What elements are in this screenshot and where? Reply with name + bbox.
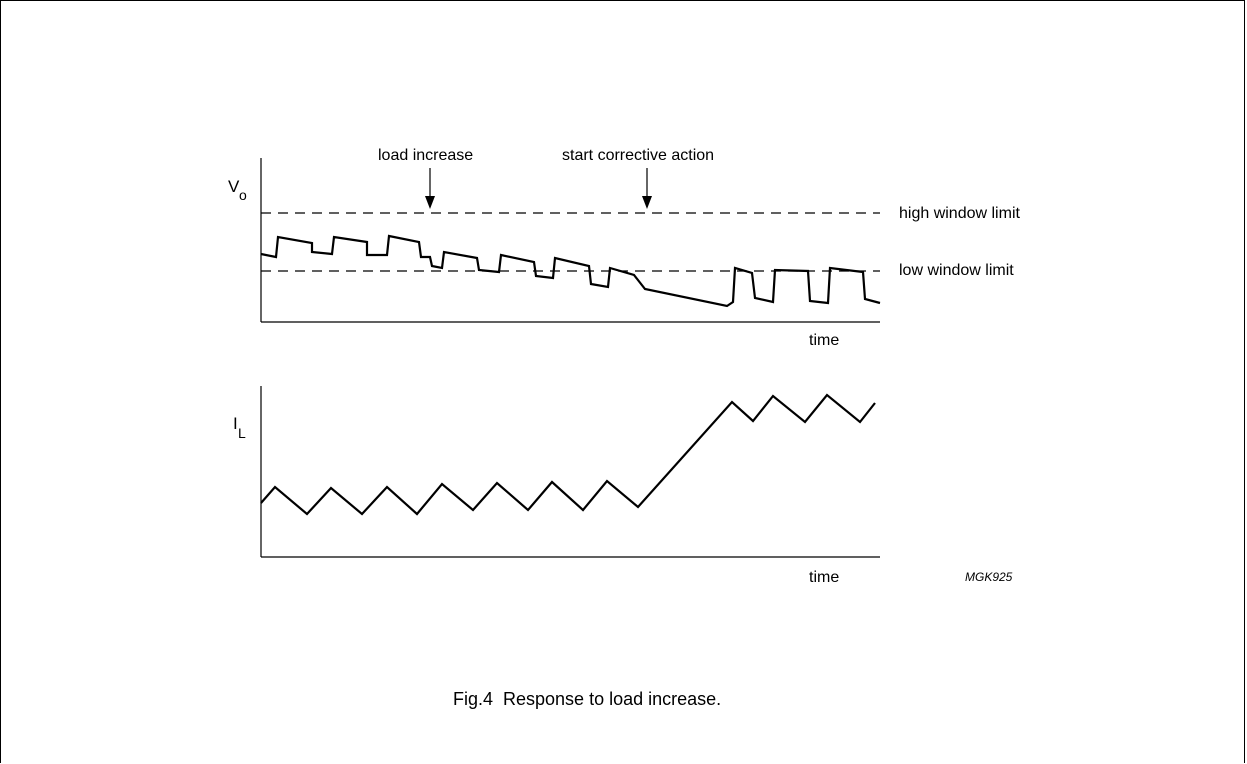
low-window-limit-label: low window limit xyxy=(899,262,1014,279)
il-waveform xyxy=(260,393,876,516)
load-increase-arrowhead xyxy=(425,196,435,209)
top-ylabel-main: V xyxy=(228,177,240,196)
bottom-ylabel-sub: L xyxy=(238,425,246,441)
high-window-limit-label: high window limit xyxy=(899,205,1020,222)
corrective-action-label: start corrective action xyxy=(562,147,714,164)
vo-waveform xyxy=(260,234,881,308)
bottom-plot: time I L xyxy=(233,386,880,586)
corrective-action-arrowhead xyxy=(642,196,652,209)
top-xlabel: time xyxy=(809,332,839,349)
figure-code: MGK925 xyxy=(965,570,1013,584)
load-increase-label: load increase xyxy=(378,147,473,164)
top-ylabel-sub: o xyxy=(239,187,247,203)
top-plot: load increase start corrective action hi… xyxy=(228,147,1020,349)
figure-caption: Fig.4 Response to load increase. xyxy=(453,689,721,709)
bottom-xlabel: time xyxy=(809,569,839,586)
bottom-ylabel-main: I xyxy=(233,414,238,433)
